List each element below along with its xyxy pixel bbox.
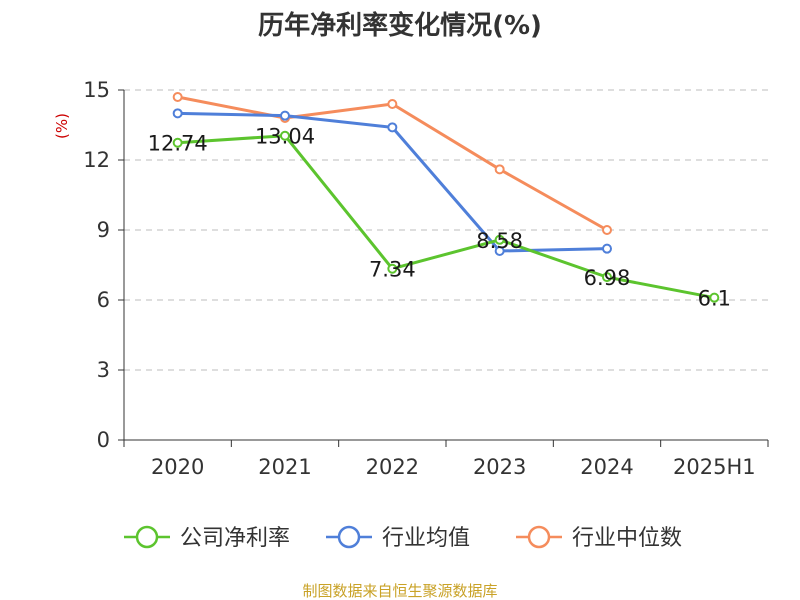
legend-label-1: 行业均值: [382, 526, 470, 551]
data-point: [387, 122, 398, 133]
data-point: [172, 92, 183, 102]
data-point: [602, 243, 612, 254]
x-tick-label: 2021: [258, 455, 311, 479]
chart-title: 历年净利率变化情况(%): [258, 10, 542, 41]
legend-marker-0: [135, 525, 159, 549]
x-tick-label: 2024: [580, 455, 633, 479]
legend: 公司净利率 行业均值 行业中位数: [124, 525, 682, 551]
data-point: [494, 246, 505, 256]
source-note: 制图数据来自恒生聚源数据库: [302, 582, 497, 600]
x-tick-label: 2022: [366, 455, 419, 479]
y-tick-label: 12: [83, 148, 110, 172]
data-point: [172, 108, 183, 119]
data-label: 13.04: [255, 125, 315, 149]
data-point: [172, 137, 183, 148]
x-tick-label: 2025H1: [673, 455, 756, 479]
data-point: [602, 225, 612, 235]
axes: 0 3 6 9 12 15 2020 2021 2022 2023 2024 2025H1: [83, 78, 769, 479]
data-point: [494, 234, 505, 245]
data-label: 12.74: [148, 132, 208, 156]
grid-lines: [124, 89, 768, 371]
data-point: [280, 110, 290, 121]
data-label: 6.98: [584, 266, 631, 290]
y-axis-unit: (%): [53, 113, 71, 139]
y-tick-label: 9: [97, 218, 110, 242]
series-line-0: [177, 134, 715, 300]
data-point: [709, 292, 720, 303]
series-group: [172, 92, 720, 303]
data-label: 6.1: [698, 287, 731, 311]
legend-label-2: 行业中位数: [572, 526, 682, 551]
data-point: [602, 272, 612, 283]
y-tick-label: 0: [97, 428, 110, 452]
y-tick-label: 15: [83, 78, 110, 102]
data-label: 8.58: [476, 229, 523, 253]
legend-marker-2: [527, 525, 551, 549]
y-tick-label: 6: [97, 288, 110, 312]
legend-marker-1: [337, 525, 361, 549]
data-point: [494, 164, 505, 175]
legend-label-0: 公司净利率: [180, 526, 290, 551]
data-labels: 12.74 13.04 7.34 8.58 6.98 6.1: [148, 125, 731, 311]
data-point: [387, 263, 398, 274]
series-line-2: [177, 95, 608, 232]
data-point: [387, 99, 398, 109]
x-tick-label: 2023: [473, 455, 526, 479]
y-tick-label: 3: [97, 358, 110, 382]
data-point: [280, 130, 290, 141]
x-tick-label: 2020: [151, 455, 204, 479]
data-label: 7.34: [369, 258, 416, 282]
